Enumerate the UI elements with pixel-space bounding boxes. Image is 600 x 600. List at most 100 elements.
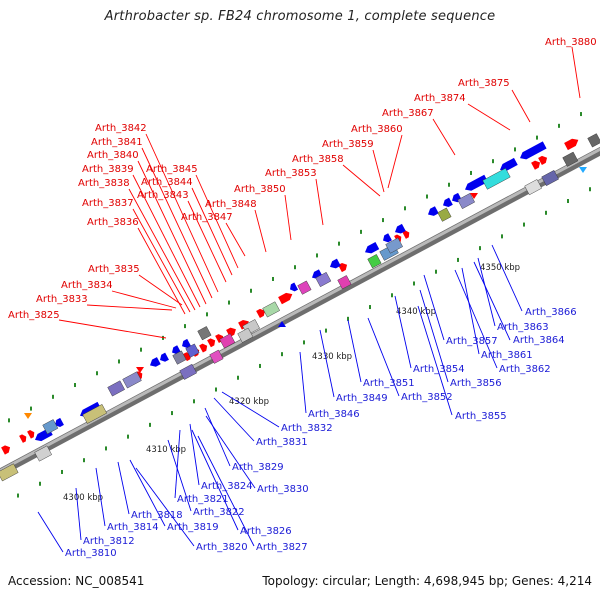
gene-label-reverse[interactable]: Arth_3829 [232,462,284,473]
marker-tick [448,182,450,187]
isolated-gene-arrow [136,367,144,373]
gene-label-forward[interactable]: Arth_3845 [146,164,198,175]
gene-feature-box [437,207,452,222]
marker-tick [347,316,349,321]
gene-label-forward[interactable]: Arth_3874 [414,93,466,104]
gene-feature-box [262,301,280,318]
gene-label-forward[interactable]: Arth_3836 [87,217,139,228]
gene-feature-box [385,237,403,254]
gene-label-reverse[interactable]: Arth_3863 [497,322,549,333]
gene-label-reverse[interactable]: Arth_3810 [65,548,117,559]
gene-label-reverse[interactable]: Arth_3818 [131,510,183,521]
marker-tick [127,434,129,439]
leader-line-reverse [135,467,195,547]
gene-label-forward[interactable]: Arth_3837 [82,198,134,209]
gene-label-forward[interactable]: Arth_3840 [87,150,139,161]
gene-label-forward[interactable]: Arth_3833 [36,294,88,305]
marker-tick [272,276,274,281]
marker-tick [30,406,32,411]
gene-label-forward[interactable]: Arth_3838 [78,178,130,189]
gene-feature-box [179,363,197,380]
gene-label-reverse[interactable]: Arth_3831 [256,437,308,448]
leader-line-forward [284,194,292,241]
gene-label-reverse[interactable]: Arth_3830 [257,484,309,495]
leader-line-reverse [423,274,445,341]
gene-feature-box [0,463,19,482]
gene-label-reverse[interactable]: Arth_3832 [281,423,333,434]
gene-label-forward[interactable]: Arth_3867 [382,108,434,119]
leader-line-reverse [95,467,106,527]
marker-tick [413,281,415,286]
gene-label-reverse[interactable]: Arth_3814 [107,522,159,533]
leader-line-reverse [221,391,280,428]
leader-line-reverse [75,487,82,541]
gene-label-reverse[interactable]: Arth_3819 [167,522,219,533]
gene-label-forward[interactable]: Arth_3859 [322,139,374,150]
gene-feature-box [107,380,125,397]
gene-label-reverse[interactable]: Arth_3866 [525,307,577,318]
gene-label-forward[interactable]: Arth_3842 [95,123,147,134]
isolated-gene-arrow [579,167,587,173]
gene-label-reverse[interactable]: Arth_3861 [481,350,533,361]
gene-feature-box [541,170,559,187]
gene-label-reverse[interactable]: Arth_3822 [193,507,245,518]
gene-label-reverse[interactable]: Arth_3821 [177,494,229,505]
gene-label-reverse[interactable]: Arth_3854 [413,364,465,375]
gene-label-reverse[interactable]: Arth_3846 [308,409,360,420]
kbp-label: 4310 kbp [146,445,186,455]
kbp-label: 4350 kbp [480,263,520,273]
gene-label-forward[interactable]: Arth_3853 [265,168,317,179]
leader-line-forward [511,89,531,123]
leader-line-forward [342,164,381,197]
gene-label-forward[interactable]: Arth_3875 [458,78,510,89]
gene-label-forward[interactable]: Arth_3880 [545,37,597,48]
marker-tick [523,222,525,227]
gene-label-forward[interactable]: Arth_3860 [351,124,403,135]
gene-label-reverse[interactable]: Arth_3849 [336,393,388,404]
leader-line-reverse [37,511,64,553]
gene-label-forward[interactable]: Arth_3850 [234,184,286,195]
leader-line-forward [195,174,239,269]
marker-tick [479,246,481,251]
gene-label-forward[interactable]: Arth_3839 [82,164,134,175]
kbp-label: 4320 kbp [229,397,269,407]
gene-label-forward[interactable]: Arth_3825 [8,310,60,321]
forward-gene-arrow [564,138,579,151]
gene-label-reverse[interactable]: Arth_3820 [196,542,248,553]
gene-label-forward[interactable]: Arth_3847 [181,212,233,223]
gene-label-forward[interactable]: Arth_3834 [61,280,113,291]
gene-label-reverse[interactable]: Arth_3864 [513,335,565,346]
reverse-gene-arrow [395,223,406,234]
marker-tick [237,375,239,380]
leader-line-forward [137,160,207,305]
gene-label-reverse[interactable]: Arth_3824 [201,481,253,492]
gene-label-reverse[interactable]: Arth_3827 [256,542,308,553]
marker-tick [391,293,393,298]
marker-tick [558,123,560,128]
forward-gene-arrow [1,445,11,455]
isolated-gene-arrow [470,193,478,199]
gene-label-reverse[interactable]: Arth_3826 [240,526,292,537]
gene-label-reverse[interactable]: Arth_3857 [446,336,498,347]
gene-label-forward[interactable]: Arth_3843 [137,190,189,201]
leader-line-forward [254,209,267,253]
gene-label-forward[interactable]: Arth_3841 [91,137,143,148]
gene-label-reverse[interactable]: Arth_3812 [83,536,135,547]
leader-line-reverse [473,261,511,341]
gene-feature-box [34,445,52,462]
gene-label-reverse[interactable]: Arth_3862 [499,364,551,375]
isolated-gene-arrow [278,321,286,327]
gene-label-reverse[interactable]: Arth_3852 [401,392,453,403]
gene-label-reverse[interactable]: Arth_3855 [455,411,507,422]
gene-label-reverse[interactable]: Arth_3856 [450,378,502,389]
gene-label-forward[interactable]: Arth_3858 [292,154,344,165]
gene-label-forward[interactable]: Arth_3844 [141,177,193,188]
gene-label-forward[interactable]: Arth_3848 [205,199,257,210]
gene-feature-box [172,350,187,365]
label-leader-lines [37,46,581,553]
reverse-gene-arrow [465,174,489,191]
gene-label-reverse[interactable]: Arth_3851 [363,378,415,389]
leader-line-forward [137,227,186,315]
gene-label-forward[interactable]: Arth_3835 [88,264,140,275]
leader-line-forward [191,187,233,276]
